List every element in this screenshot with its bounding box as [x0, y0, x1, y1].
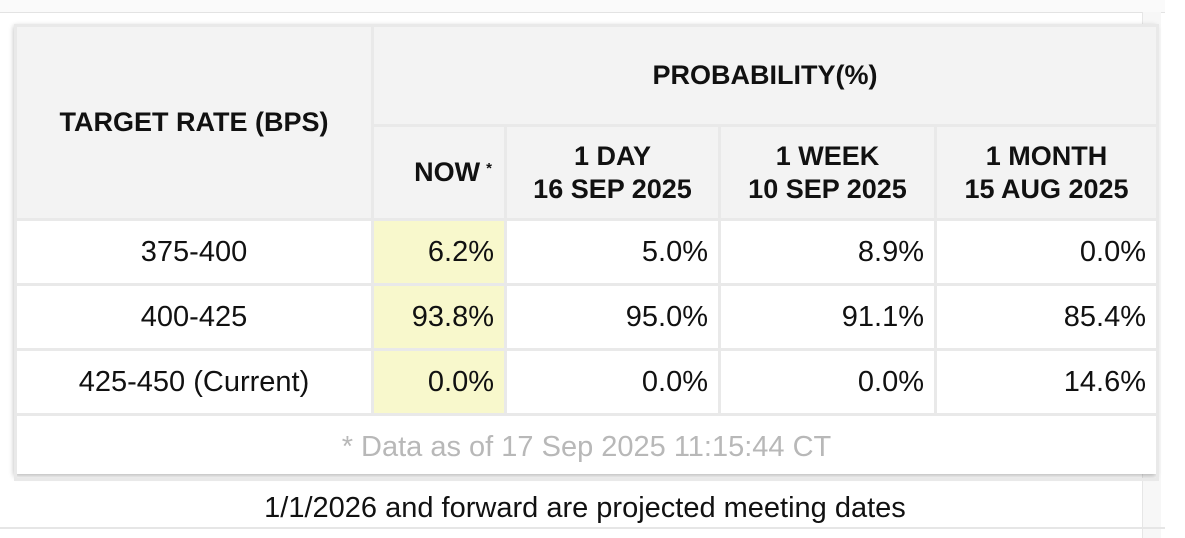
day-value-cell: 5.0%: [504, 218, 721, 286]
month-value-cell: 0.0%: [934, 218, 1159, 286]
rate-cell: 375-400: [14, 218, 374, 286]
week-value-cell: 0.0%: [718, 348, 937, 416]
now-value-cell: 0.0%: [371, 348, 507, 416]
col-header-1-week: 1 WEEK 10 SEP 2025: [718, 124, 937, 221]
probability-table: TARGET RATE (BPS) PROBABILITY(%) NOW * 1 …: [14, 24, 1159, 481]
rate-cell: 425-450 (Current): [14, 348, 374, 416]
month-value-cell: 85.4%: [934, 283, 1159, 351]
day-value-cell: 0.0%: [504, 348, 721, 416]
target-rate-header: TARGET RATE (BPS): [14, 24, 374, 221]
footer-note: 1/1/2026 and forward are projected meeti…: [264, 492, 906, 524]
col-header-1-month: 1 MONTH 15 AUG 2025: [934, 124, 1159, 221]
day-value-cell: 95.0%: [504, 283, 721, 351]
top-divider: [0, 0, 1165, 13]
now-value-cell: 6.2%: [371, 218, 507, 286]
header-row-top: TARGET RATE (BPS) PROBABILITY(%): [14, 24, 1159, 221]
table-row: 400-425 93.8% 95.0% 91.1% 85.4%: [14, 283, 1159, 351]
month-value-cell: 14.6%: [934, 348, 1159, 416]
bottom-divider: [0, 527, 1165, 529]
col-header-1-week-label: 1 WEEK: [775, 140, 880, 171]
note-row: * Data as of 17 Sep 2025 11:15:44 CT: [14, 413, 1159, 481]
asterisk-marker: *: [486, 160, 492, 177]
now-value-cell: 93.8%: [371, 283, 507, 351]
week-value-cell: 91.1%: [718, 283, 937, 351]
data-timestamp-note: * Data as of 17 Sep 2025 11:15:44 CT: [14, 413, 1159, 481]
probability-header: PROBABILITY(%): [371, 24, 1159, 127]
week-value-cell: 8.9%: [718, 218, 937, 286]
rate-cell: 400-425: [14, 283, 374, 351]
col-header-1-day: 1 DAY 16 SEP 2025: [504, 124, 721, 221]
col-header-1-day-label: 1 DAY: [573, 140, 652, 171]
col-header-1-month-label: 1 MONTH: [985, 140, 1108, 171]
col-header-1-week-date: 10 SEP 2025: [748, 173, 907, 204]
col-header-1-month-date: 15 AUG 2025: [964, 173, 1129, 204]
col-header-now: NOW *: [371, 124, 507, 221]
col-header-now-label: NOW: [414, 157, 481, 187]
header-row-columns: NOW * 1 DAY 16 SEP 2025 1 WEEK 10 SEP 2025 …: [16, 124, 1159, 221]
probability-table-card: TARGET RATE (BPS) PROBABILITY(%) NOW * 1 …: [14, 24, 1159, 481]
table-row: 425-450 (Current) 0.0% 0.0% 0.0% 14.6%: [14, 348, 1159, 416]
table-row: 375-400 6.2% 5.0% 8.9% 0.0%: [14, 218, 1159, 286]
col-header-1-day-date: 16 SEP 2025: [533, 173, 692, 204]
